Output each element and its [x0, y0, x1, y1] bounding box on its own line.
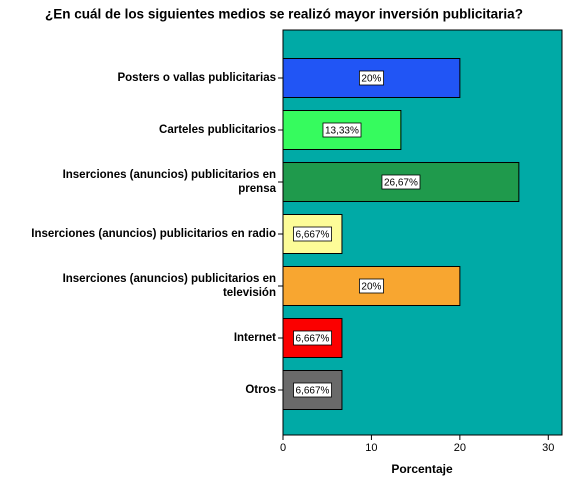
- y-tick-label: Inserciones (anuncios) publicitarios en …: [62, 273, 276, 299]
- value-label-box: [293, 382, 332, 398]
- value-label: 6,667%: [293, 226, 332, 242]
- value-label-text: 6,667%: [296, 386, 330, 397]
- value-label-box: [381, 174, 421, 190]
- value-label-text: 6,667%: [296, 230, 330, 241]
- x-axis-label: Porcentaje: [391, 462, 453, 476]
- chart-title: ¿En cuál de los siguientes medios se rea…: [45, 7, 523, 22]
- y-tick-label: Inserciones (anuncios) publicitarios en …: [62, 169, 276, 195]
- value-label: 6,667%: [293, 330, 332, 346]
- x-tick-label: 0: [280, 442, 286, 454]
- value-label: 26,67%: [381, 174, 421, 190]
- y-tick-label: Inserciones (anuncios) publicitarios en …: [31, 228, 276, 240]
- value-label-box: [322, 122, 362, 138]
- value-label: 13,33%: [322, 122, 362, 138]
- y-tick-label: Otros: [245, 384, 276, 396]
- value-label-text: 26,67%: [384, 178, 418, 189]
- value-label-text: 6,667%: [296, 334, 330, 345]
- value-label-text: 13,33%: [325, 126, 359, 137]
- value-label-box: [359, 278, 384, 294]
- y-tick-label: Posters o vallas publicitarias: [117, 72, 276, 84]
- value-label: 20%: [359, 278, 384, 294]
- value-label-box: [359, 70, 384, 86]
- x-tick-label: 10: [365, 442, 377, 454]
- value-label-text: 20%: [361, 74, 381, 85]
- value-label: 6,667%: [293, 382, 332, 398]
- value-label: 20%: [359, 70, 384, 86]
- value-label-text: 20%: [361, 282, 381, 293]
- y-tick-label: Carteles publicitarios: [159, 124, 276, 136]
- x-tick-label: 20: [454, 442, 466, 454]
- value-label-box: [293, 330, 332, 346]
- value-label-box: [293, 226, 332, 242]
- x-tick-label: 30: [542, 442, 554, 454]
- y-tick-label: Internet: [233, 332, 276, 344]
